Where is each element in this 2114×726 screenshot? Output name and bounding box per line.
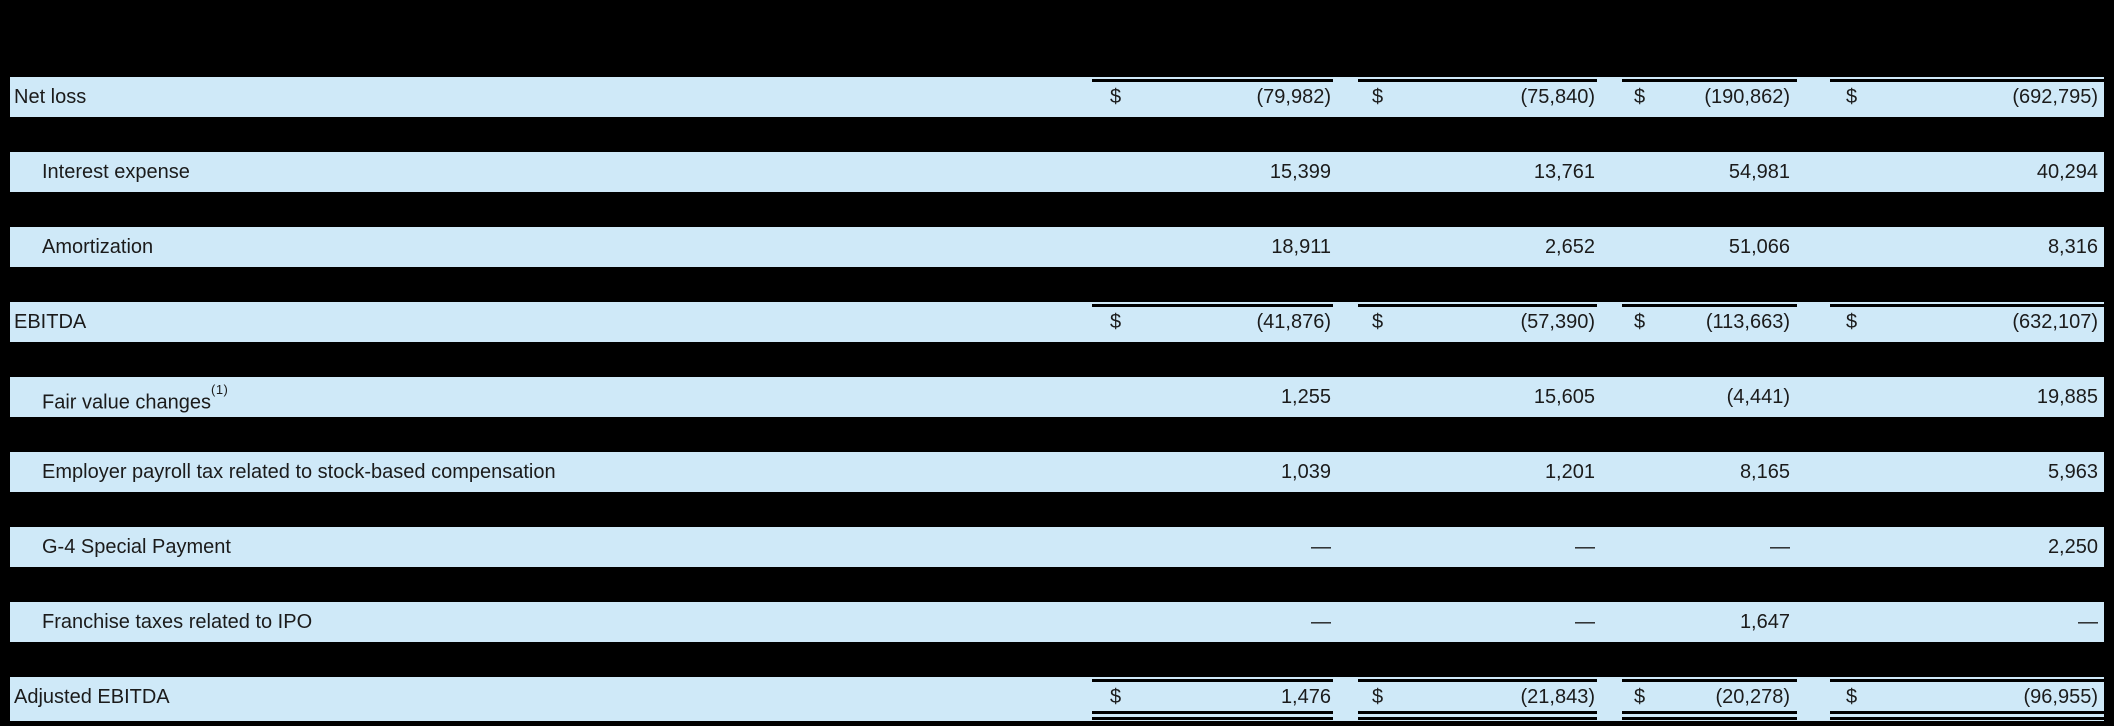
row-label-text: EBITDA (14, 311, 87, 333)
table-row: Employer payroll tax related to stock-ba… (10, 452, 2104, 492)
dollar-sign: $ (1846, 686, 1858, 708)
row-label-text: Net loss (14, 86, 87, 108)
amount-cell: — (1575, 611, 1595, 633)
top-rule (1622, 304, 1797, 307)
table-row: Amortization 18,911 2,652 51,066 8,316 (10, 227, 2104, 267)
amount-cell: — (1311, 611, 1331, 633)
row-label-text: Adjusted EBITDA (14, 686, 170, 708)
row-label: G-4 Special Payment (42, 527, 231, 567)
row-label: Amortization (42, 227, 153, 267)
amount-cell: 1,476 (1280, 686, 1331, 708)
top-rule (1092, 79, 1333, 82)
dollar-sign: $ (1846, 311, 1858, 333)
dollar-sign: $ (1372, 86, 1384, 108)
amount-cell: (79,982) (1256, 86, 1332, 108)
double-underline (1092, 717, 1333, 720)
dollar-sign: $ (1634, 311, 1646, 333)
top-rule (1358, 304, 1597, 307)
double-underline (1358, 717, 1597, 720)
dollar-sign: $ (1372, 311, 1384, 333)
row-label-text: Fair value changes (42, 391, 211, 414)
amount-cell: — (1311, 536, 1331, 558)
table-row: Adjusted EBITDA $1,476 $ (21,843) $ (20,278) $… (10, 677, 2104, 721)
row-label-text: Franchise taxes related to IPO (42, 611, 313, 633)
amount-cell: (692,795) (2012, 86, 2098, 108)
dollar-sign: $ (1634, 86, 1646, 108)
amount-cell: 5,963 (2047, 461, 2098, 483)
top-rule (1830, 79, 2104, 82)
top-rule (1358, 79, 1597, 82)
amount-cell: (632,107) (2012, 311, 2098, 333)
amount-cell: — (2078, 611, 2098, 633)
amount-cell: 18,911 (1271, 236, 1331, 258)
double-underline (1830, 717, 2104, 720)
top-rule (1830, 304, 2104, 307)
footnote-marker: (1) (210, 382, 229, 397)
dollar-sign: $ (1110, 686, 1122, 708)
row-label: EBITDA (14, 302, 86, 342)
amount-cell: 8,165 (1739, 461, 1790, 483)
amount-cell: 51,066 (1728, 236, 1790, 258)
amount-cell: (96,955) (2023, 686, 2099, 708)
table-row: Net loss $ (79,982) $ (75,840) $ (190,862) $ (69… (10, 77, 2104, 117)
amount-cell: 2,250 (2047, 536, 2098, 558)
amount-cell: 13,761 (1533, 161, 1595, 183)
top-rule (1622, 679, 1797, 682)
row-label-text: G-4 Special Payment (42, 536, 231, 558)
amount-cell: 2,652 (1544, 236, 1595, 258)
amount-cell: (4,441) (1726, 386, 1790, 408)
amount-cell: 40,294 (2036, 161, 2098, 183)
row-label-text: Amortization (42, 236, 154, 258)
double-underline (1622, 717, 1797, 720)
amount-cell: (75,840) (1520, 86, 1596, 108)
row-label-text: Interest expense (42, 161, 190, 183)
top-rule (1622, 79, 1797, 82)
amount-cell: (41,876) (1256, 311, 1332, 333)
table-row: EBITDA $ (41,876) $ (57,390) $ (113,663) $ (632,… (10, 302, 2104, 342)
row-label: Interest expense (42, 152, 190, 192)
dollar-sign: $ (1110, 311, 1122, 333)
double-underline (1622, 711, 1797, 714)
row-label-text: Employer payroll tax related to stock-ba… (42, 461, 556, 483)
top-rule (1830, 679, 2104, 682)
table-row: Interest expense 15,399 13,761 54,981 40,294 (10, 152, 2104, 192)
amount-cell: 19,885 (2036, 386, 2098, 408)
double-underline (1092, 711, 1333, 714)
table-row: G-4 Special Payment — — — 2,250 (10, 527, 2104, 567)
dollar-sign: $ (1372, 686, 1384, 708)
amount-cell: 1,255 (1280, 386, 1331, 408)
table-row: Franchise taxes related to IPO — — 1,647 — (10, 602, 2104, 642)
row-label: Net loss (14, 77, 86, 117)
amount-cell: — (1770, 536, 1790, 558)
amount-cell: 8,316 (2047, 236, 2098, 258)
top-rule (1092, 679, 1333, 682)
dollar-sign: $ (1110, 86, 1122, 108)
amount-cell: 15,399 (1269, 161, 1331, 183)
amount-cell: 1,039 (1280, 461, 1331, 483)
amount-cell: 54,981 (1728, 161, 1790, 183)
top-rule (1358, 679, 1597, 682)
row-label: Employer payroll tax related to stock-ba… (42, 452, 556, 492)
table-row: Fair value changes(1) 1,255 15,605 (4,441) 1… (10, 377, 2104, 417)
amount-cell: (113,663) (1705, 311, 1790, 333)
amount-cell: (190,862) (1704, 86, 1790, 108)
amount-cell: (57,390) (1520, 311, 1596, 333)
amount-cell: (21,843) (1520, 686, 1596, 708)
amount-cell: 1,201 (1544, 461, 1595, 483)
amount-cell: 1,647 (1739, 611, 1790, 633)
row-label: Adjusted EBITDA (14, 677, 170, 717)
amount-cell: — (1575, 536, 1595, 558)
double-underline (1358, 711, 1597, 714)
row-label: Franchise taxes related to IPO (42, 602, 312, 642)
top-rule (1092, 304, 1333, 307)
dollar-sign: $ (1634, 686, 1646, 708)
double-underline (1830, 711, 2104, 714)
row-label: Fair value changes(1) (42, 377, 228, 417)
amount-cell: (20,278) (1715, 686, 1791, 708)
amount-cell: 15,605 (1533, 386, 1595, 408)
dollar-sign: $ (1846, 86, 1858, 108)
